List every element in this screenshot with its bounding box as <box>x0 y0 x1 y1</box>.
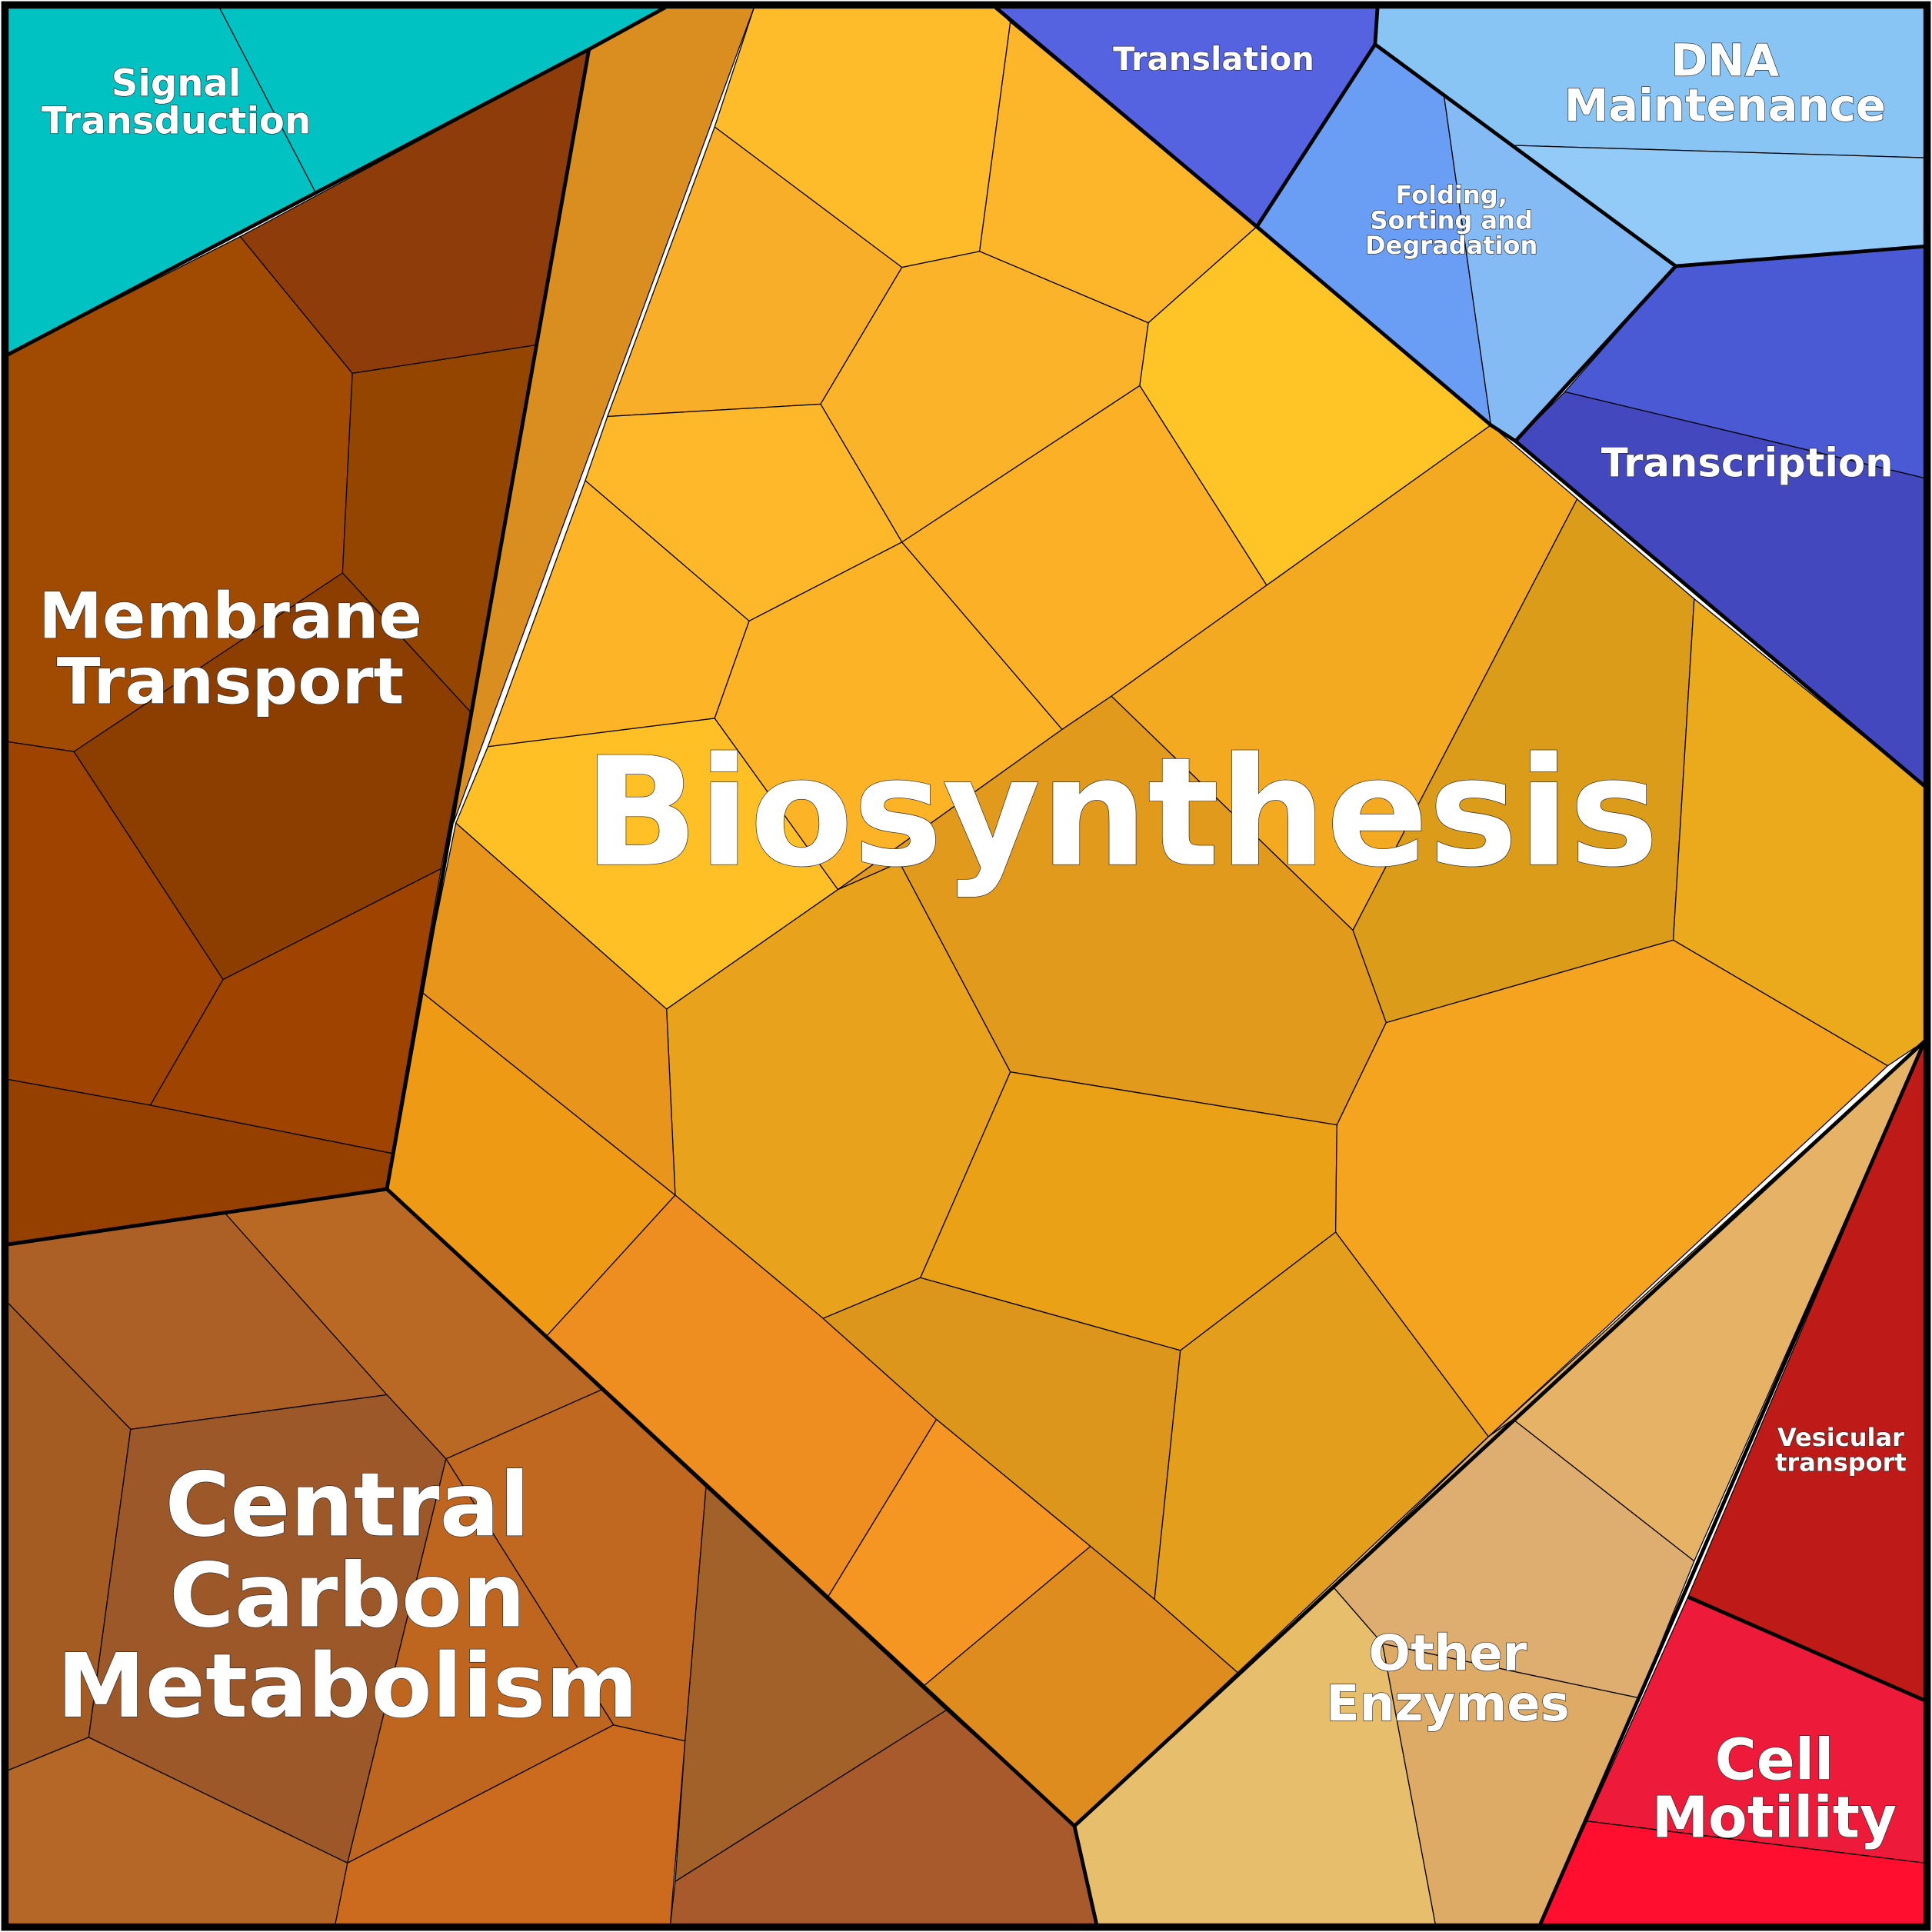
region-label: Central <box>165 1454 530 1557</box>
region-label: transport <box>1775 1448 1907 1477</box>
region-label: Degradation <box>1365 231 1537 260</box>
region-label: Transcription <box>1601 441 1894 487</box>
region-label: Transduction <box>42 100 311 143</box>
region-label: Membrane <box>38 579 422 654</box>
region-label: Enzymes <box>1326 1676 1570 1733</box>
region-label: Maintenance <box>1564 79 1886 132</box>
region-label: Cell <box>1715 1727 1834 1793</box>
region-label: Motility <box>1652 1786 1897 1851</box>
region-label: Metabolism <box>57 1635 638 1738</box>
region-label: Vesicular <box>1777 1423 1904 1452</box>
region-label: Folding, <box>1396 181 1507 210</box>
region-label: Signal <box>112 62 242 105</box>
region-label: Other <box>1368 1626 1527 1683</box>
region-label: Biosynthesis <box>584 726 1659 901</box>
region-label: Translation <box>1113 40 1314 78</box>
region-label: Transport <box>57 645 405 719</box>
region-label: DNA <box>1671 34 1779 86</box>
region-label: Sorting and <box>1371 205 1533 235</box>
region-label: Carbon <box>169 1544 525 1647</box>
cells <box>6 6 1926 1926</box>
